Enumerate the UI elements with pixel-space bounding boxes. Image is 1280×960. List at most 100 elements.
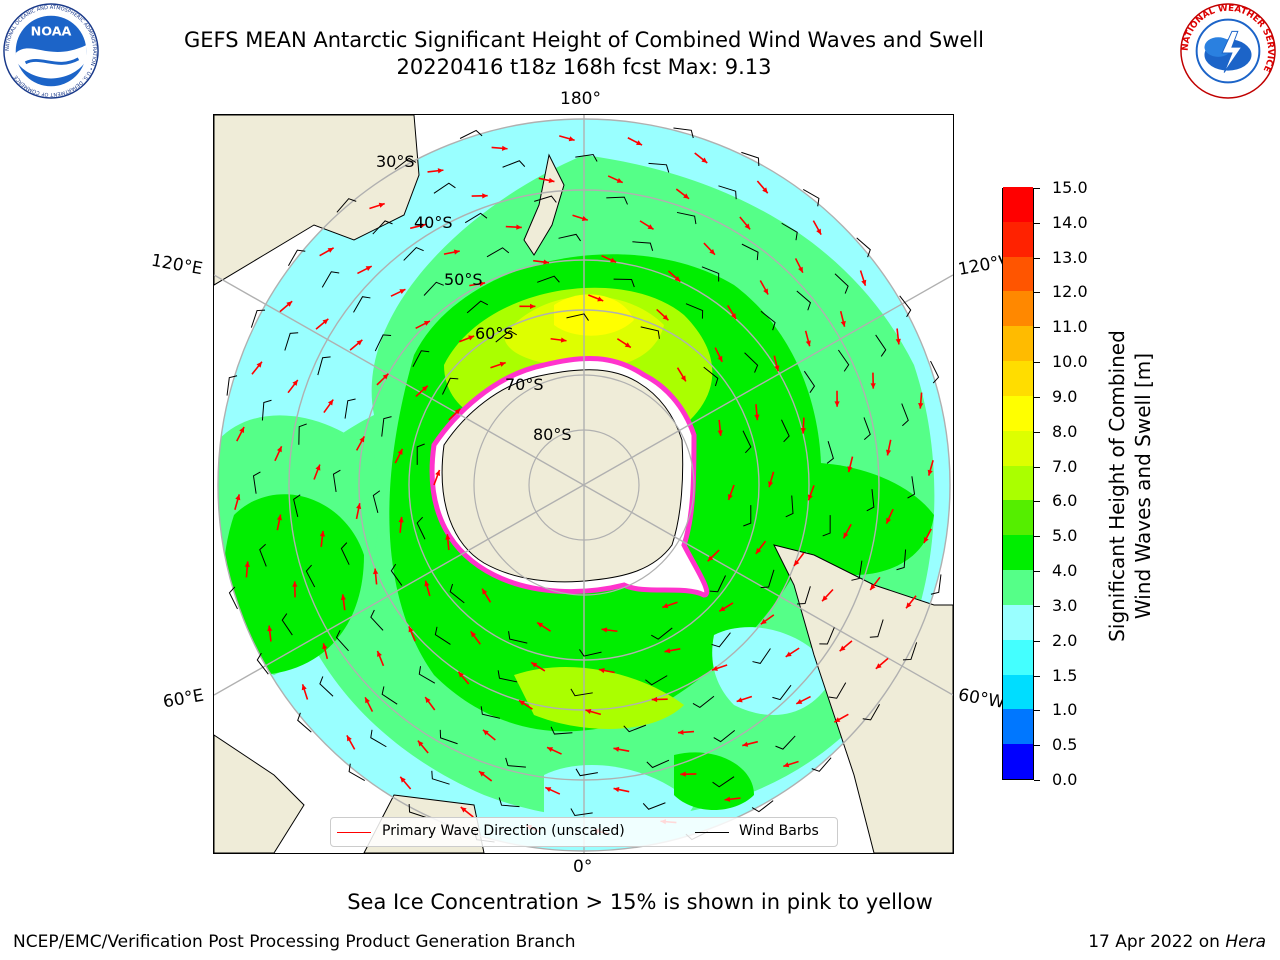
wind-barb: [423, 281, 444, 296]
wind-barb: [508, 631, 528, 644]
wind-barb: [930, 574, 942, 595]
wind-barb: [856, 237, 871, 258]
wind-barb: [372, 220, 393, 235]
wind-barb: [344, 398, 356, 419]
wind-barb: [645, 675, 668, 686]
colorbar-tick-label: 11.0: [1052, 317, 1088, 337]
colorbar-segment: [1003, 604, 1033, 640]
wave-arrow: [677, 729, 695, 735]
colorbar-tick: [1034, 362, 1040, 364]
colorbar-tick-label: 10.0: [1052, 352, 1088, 372]
wave-arrow: [355, 503, 362, 520]
wind-barb: [502, 160, 526, 168]
wave-arrow: [821, 588, 834, 602]
wind-barb: [834, 273, 849, 294]
wave-arrow: [585, 708, 602, 716]
wave-arrow: [859, 270, 867, 286]
colorbar-tick-label: 4.0: [1052, 561, 1078, 581]
wind-barb: [902, 642, 918, 661]
wave-arrow: [458, 335, 475, 343]
wind-barb: [256, 652, 269, 675]
colorbar-segment: [1003, 256, 1033, 292]
footer-date-text: 17 Apr 2022 on: [1088, 932, 1226, 952]
wave-arrow: [869, 576, 881, 591]
polar-map: [214, 115, 953, 853]
wind-barb: [819, 627, 835, 645]
wave-arrow: [613, 746, 630, 752]
wind-barb: [297, 712, 312, 733]
wave-arrow: [875, 657, 889, 670]
wind-barb: [676, 211, 697, 225]
wave-arrow: [656, 308, 669, 321]
wind-barb: [284, 332, 299, 351]
colorbar: [1002, 186, 1034, 780]
wind-barb: [772, 684, 792, 701]
colorbar-segment: [1003, 360, 1033, 396]
graticule: [214, 115, 953, 853]
wind-barb: [372, 490, 381, 513]
wave-arrow: [785, 647, 800, 658]
wave-arrow: [834, 390, 840, 407]
wind-barb: [896, 549, 907, 571]
wave-arrow: [292, 581, 298, 598]
colorbar-tick: [1034, 640, 1040, 642]
colorbar-segment: [1003, 290, 1033, 327]
colorbar-tick-label: 1.5: [1052, 665, 1078, 685]
wind-barb: [781, 222, 798, 241]
wind-barb: [606, 196, 628, 205]
wave-arrow: [717, 419, 723, 436]
wind-barb: [851, 560, 863, 581]
wave-arrow: [505, 224, 522, 230]
wind-barbs-legend-label: Wind Barbs: [739, 823, 819, 839]
wave-arrow: [267, 625, 273, 642]
wave-direction-legend-label: Primary Wave Direction (unscaled): [382, 823, 625, 839]
wave-arrow: [301, 684, 309, 700]
southern-africa-landmass: [214, 734, 305, 853]
wave-arrow: [518, 699, 533, 710]
wave-arrow: [533, 259, 550, 265]
wind-barb: [803, 189, 820, 207]
nws-logo: NATIONAL WEATHER SERVICE: [1180, 3, 1276, 99]
wave-arrow: [651, 696, 668, 703]
colorbar-segment: [1003, 186, 1033, 222]
wind-barb: [534, 195, 557, 203]
wave-arrow: [598, 667, 615, 674]
wave-arrow: [918, 392, 924, 409]
wind-barb: [822, 515, 831, 537]
wind-barb: [751, 800, 774, 813]
wind-barb: [775, 735, 796, 750]
wave-arrow: [443, 249, 460, 255]
wave-arrow: [481, 588, 492, 603]
wave-arrow: [424, 696, 436, 711]
wind-barb: [495, 330, 517, 343]
wave-arrow: [398, 516, 404, 533]
wave-arrow: [616, 338, 632, 349]
wave-arrow: [376, 650, 385, 667]
wind-barb: [418, 666, 436, 684]
colorbar-segment: [1003, 465, 1033, 501]
wind-barb: [701, 266, 720, 282]
wind-barb: [250, 309, 266, 328]
wind-barb: [837, 349, 850, 372]
wave-arrow: [349, 339, 363, 351]
footer-host: Hera: [1225, 932, 1266, 952]
wind-barb: [811, 757, 832, 772]
wind-barb: [760, 310, 776, 331]
wind-barb: [869, 619, 884, 638]
wind-barb: [497, 670, 518, 683]
wind-barb: [875, 334, 887, 357]
wave-arrow: [718, 602, 734, 612]
wave-arrow: [478, 770, 493, 782]
colorbar-segment: [1003, 639, 1033, 675]
wind-barb: [498, 797, 520, 808]
wind-barb: [381, 416, 392, 437]
lat-label-50s: 50°S: [444, 270, 483, 289]
wave-arrow: [870, 372, 876, 389]
wind-barb: [570, 688, 593, 697]
wave-arrow: [572, 214, 589, 221]
wave-arrow: [768, 471, 775, 488]
wave-arrow: [760, 614, 775, 625]
wave-arrow: [469, 281, 486, 287]
wave-arrow: [703, 242, 716, 256]
wave-arrow: [550, 337, 567, 343]
